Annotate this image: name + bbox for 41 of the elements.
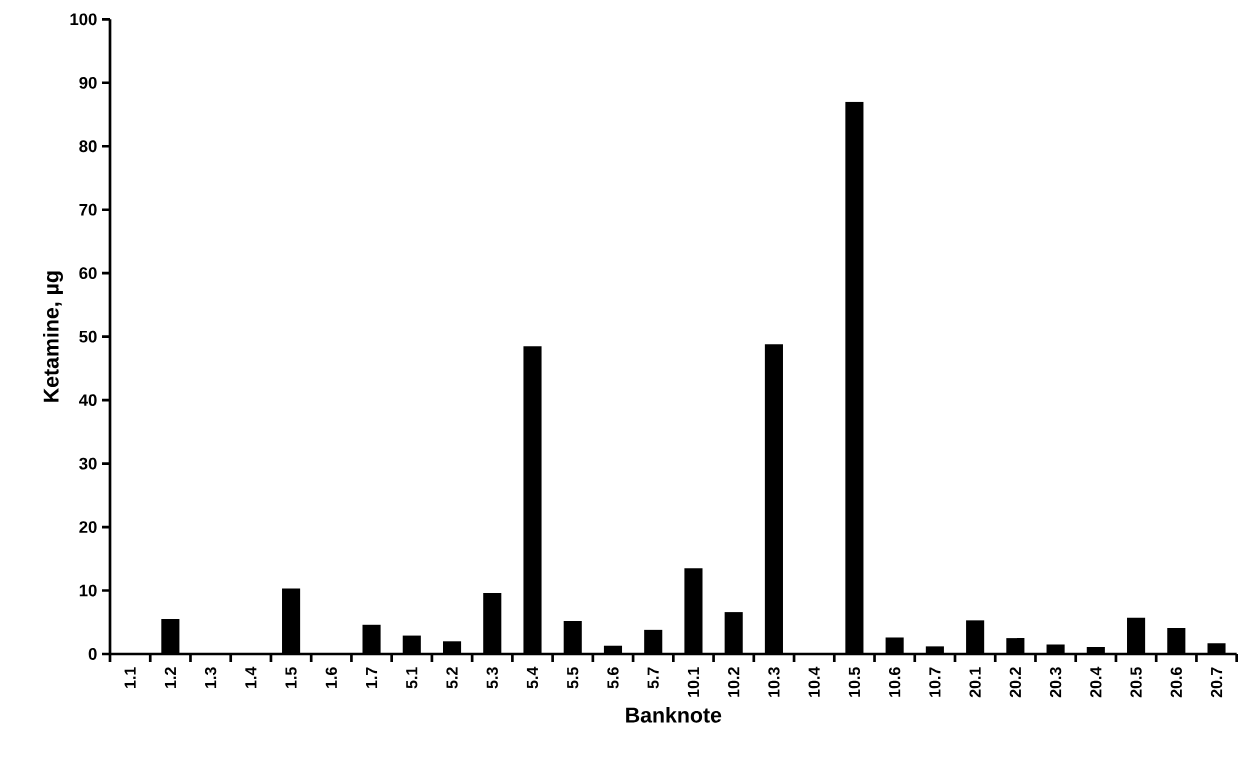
x-tick-label: 10.1 <box>687 667 700 697</box>
x-tick-label: 1.5 <box>285 667 297 688</box>
x-tick-label: 20.5 <box>1130 667 1142 698</box>
x-tick-label: 20.7 <box>1210 667 1223 698</box>
y-tick-label: 60 <box>79 267 97 280</box>
y-tick-label: 40 <box>79 394 97 407</box>
x-tick-label: 10.5 <box>848 667 861 697</box>
x-tick-label: 5.2 <box>446 667 458 689</box>
x-tick-label: 5.6 <box>607 667 619 689</box>
x-tick-label: 1.4 <box>245 666 257 688</box>
y-axis-title: Ketamine, µg <box>43 271 63 402</box>
x-tick-label: 10.7 <box>929 667 941 697</box>
y-tick-label: 0 <box>88 648 97 660</box>
y-tick-label: 100 <box>70 13 97 26</box>
x-tick-label: 10.2 <box>728 667 740 697</box>
x-tick-label: 20.4 <box>1090 666 1102 698</box>
x-tick-label: 10.3 <box>768 667 780 697</box>
y-tick-label: 70 <box>79 203 97 216</box>
x-tick-label: 20.1 <box>969 667 981 698</box>
x-tick-label: 5.5 <box>567 667 579 689</box>
y-tick-label: 50 <box>79 330 97 343</box>
x-tick-label: 20.3 <box>1049 667 1062 698</box>
x-tick-label: 1.6 <box>325 667 337 688</box>
x-tick-label: 5.3 <box>486 667 498 689</box>
y-tick-label: 30 <box>79 457 97 470</box>
x-tick-label: 1.1 <box>124 667 136 688</box>
y-tick-label: 10 <box>79 584 97 597</box>
y-tick-label: 80 <box>79 140 97 153</box>
x-tick-label: 1.7 <box>366 667 378 688</box>
x-tick-label: 1.2 <box>164 667 176 688</box>
y-tick-label: 90 <box>79 76 97 89</box>
x-tick-label: 10.6 <box>888 667 901 697</box>
x-tick-label: 5.7 <box>647 667 659 689</box>
x-tick-label: 20.6 <box>1170 667 1182 698</box>
x-tick-label: 5.1 <box>406 667 418 689</box>
y-tick-label: 20 <box>79 521 97 533</box>
x-tick-label: 5.4 <box>526 666 539 689</box>
x-tick-label: 20.2 <box>1009 667 1022 698</box>
x-tick-label: 10.4 <box>808 666 820 697</box>
x-axis-title: Banknote <box>626 707 722 723</box>
x-tick-label: 1.3 <box>204 667 217 688</box>
